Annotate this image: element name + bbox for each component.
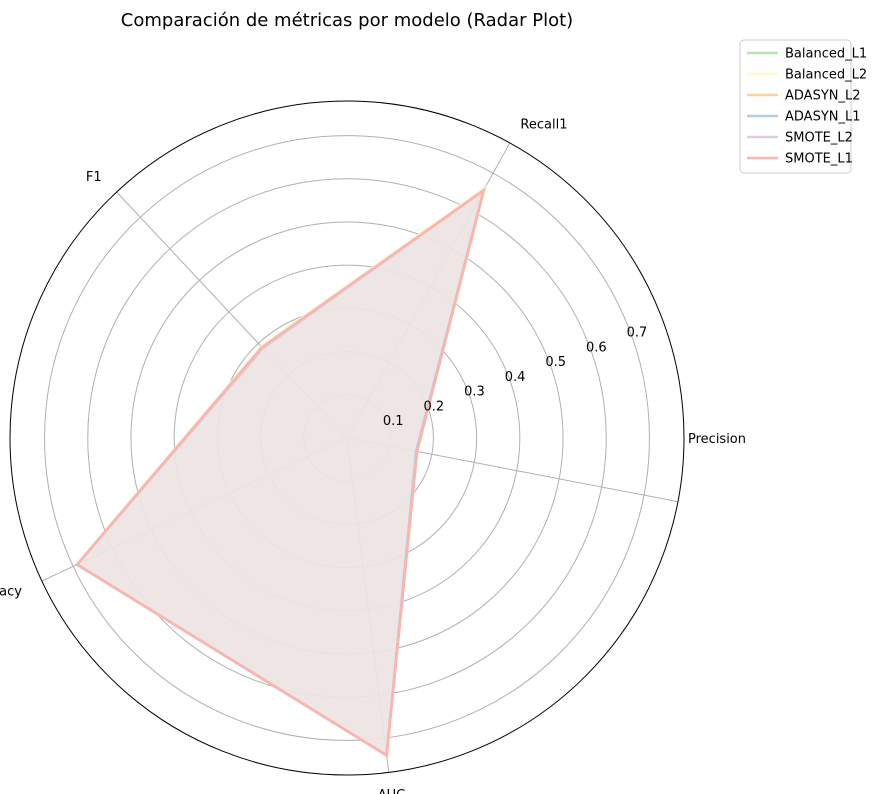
axis-spoke — [346, 437, 679, 503]
tick-label: 0.6 — [586, 340, 607, 355]
grid-circle — [130, 221, 564, 655]
legend-label: Balanced_L2 — [785, 68, 867, 83]
axis-label: Recall1 — [520, 118, 567, 133]
outer-frame — [9, 100, 685, 776]
axis-spoke — [116, 191, 348, 439]
legend-label: Balanced_L1 — [785, 47, 867, 62]
axis-label: Accuracy — [0, 584, 22, 599]
axis-spoke — [346, 437, 390, 773]
grid-circle — [87, 178, 607, 698]
tick-label: 0.3 — [464, 385, 485, 400]
series-fill — [77, 190, 484, 756]
legend-label: SMOTE_L1 — [785, 152, 853, 167]
grid-circle — [260, 351, 434, 525]
axis-label: F1 — [86, 170, 102, 185]
radial-tick-labels: 0.1 0.2 0.3 0.4 0.5 0.6 0.7 — [383, 326, 647, 429]
series-fill — [77, 190, 484, 756]
axis-label: Precision — [688, 432, 746, 447]
tick-label: 0.1 — [383, 414, 404, 429]
legend-label: SMOTE_L2 — [785, 131, 853, 146]
outer-circle — [9, 100, 685, 776]
legend-label: ADASYN_L1 — [785, 110, 861, 125]
series-lines — [75, 185, 487, 758]
series-fill — [77, 190, 484, 756]
chart-title: Comparación de métricas por modelo (Rada… — [121, 10, 573, 31]
grid-circle — [303, 394, 391, 482]
series-fill — [77, 188, 485, 756]
grid-circle — [44, 135, 650, 741]
legend-label: ADASYN_L2 — [785, 89, 861, 104]
series-line — [75, 187, 486, 758]
series-fills — [77, 188, 485, 756]
grid-circle — [216, 307, 478, 569]
tick-label: 0.4 — [505, 370, 526, 385]
grid-circle — [173, 264, 521, 612]
axis-spoke — [41, 437, 348, 582]
radial-grid — [44, 135, 650, 741]
tick-label: 0.2 — [424, 399, 445, 414]
legend: Balanced_L1 Balanced_L2 ADASYN_L2 ADASYN_L1… — [739, 39, 867, 174]
series-fill — [77, 188, 485, 756]
tick-label: 0.5 — [545, 355, 566, 370]
axis-labels: Precision Recall1 F1 Accuracy AUC — [0, 118, 746, 794]
tick-label: 0.7 — [627, 326, 648, 341]
axis-label: AUC — [378, 788, 406, 794]
series-fill — [77, 190, 484, 756]
